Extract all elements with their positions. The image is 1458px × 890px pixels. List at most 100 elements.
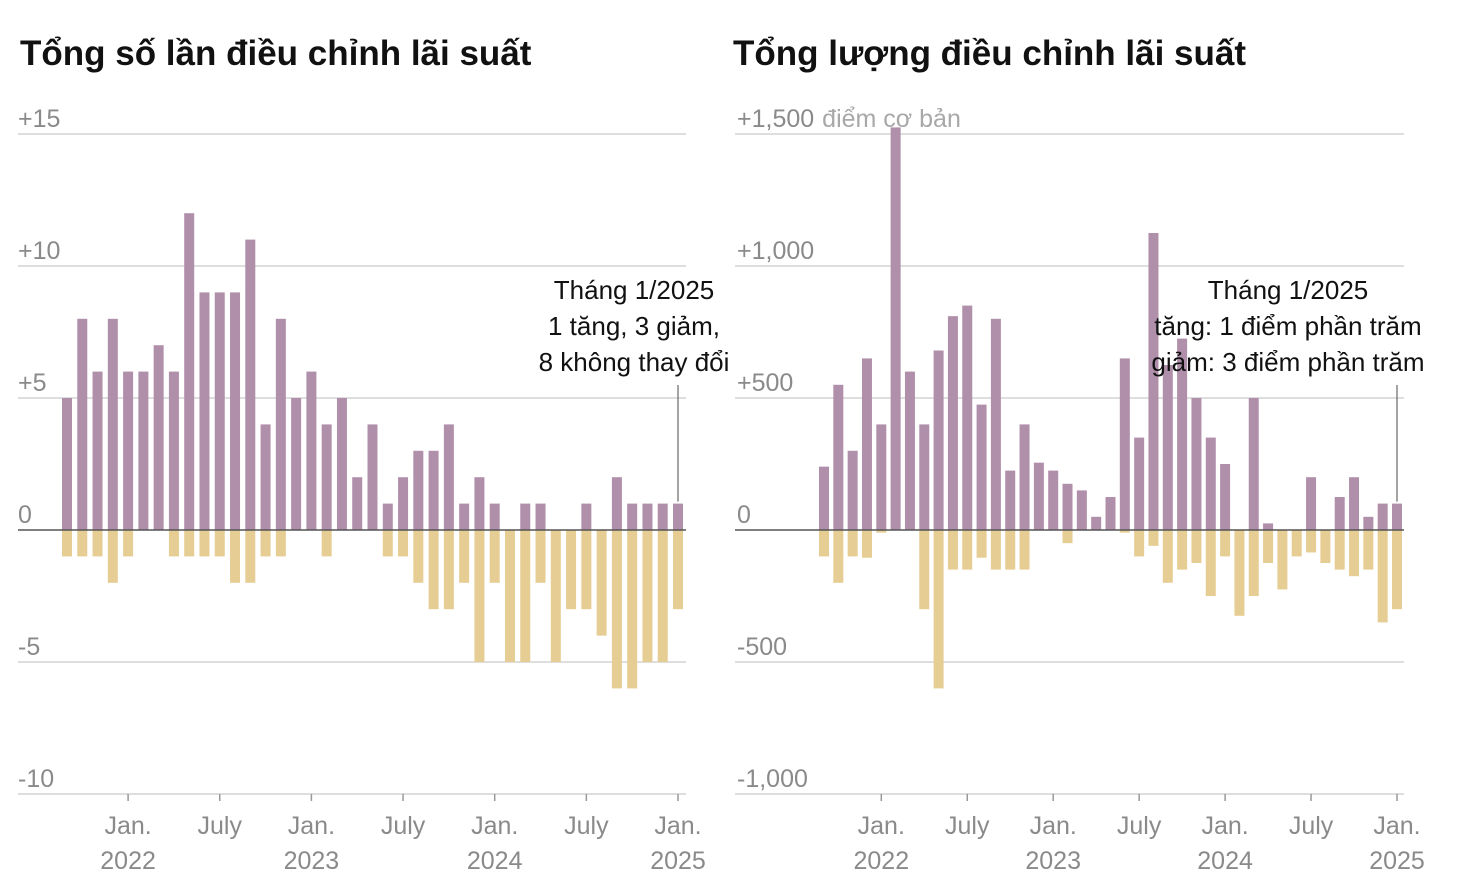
increase-bar	[214, 292, 225, 530]
decrease-bar	[520, 530, 531, 662]
y-tick-label: +1,500 điểm cơ bản	[737, 105, 961, 133]
x-tick-year: 2024	[467, 847, 523, 875]
decrease-bar	[489, 530, 500, 583]
left-chart-panel: +15 +10 +5 0 -5 -10 Jan. 2022 July Jan. 2023 July Ja…	[18, 105, 729, 875]
decrease-bar	[819, 530, 829, 557]
decrease-bar	[398, 530, 409, 557]
increase-bar	[398, 477, 409, 530]
increase-bar	[153, 345, 164, 530]
increase-bar	[876, 424, 887, 530]
left-chart-title: Tổng số lần điều chỉnh lãi suất	[20, 34, 532, 73]
decrease-bar	[1334, 530, 1345, 570]
decrease-bar	[1306, 530, 1317, 553]
increase-bar	[1306, 477, 1317, 530]
decrease-bar	[990, 530, 1001, 570]
decrease-bar	[184, 530, 195, 557]
increase-bar	[976, 404, 987, 530]
decrease-bar	[1220, 530, 1231, 557]
increase-bar	[1392, 503, 1402, 530]
decrease-bar	[62, 530, 72, 557]
decrease-bar	[627, 530, 638, 689]
right-chart-title: Tổng lượng điều chỉnh lãi suất	[733, 34, 1246, 73]
increase-bar	[382, 503, 393, 530]
y-tick-label: -5	[18, 633, 40, 661]
decrease-bar	[596, 530, 607, 636]
decrease-bar	[962, 530, 973, 570]
increase-bar	[1248, 398, 1259, 530]
decrease-bar	[933, 530, 944, 689]
annotation-text: tăng: 1 điểm phần trăm	[1154, 311, 1421, 341]
increase-bar	[1033, 462, 1044, 530]
decrease-bar	[1062, 530, 1073, 544]
increase-bar	[245, 239, 256, 530]
x-tick-label: July	[1117, 812, 1162, 840]
increase-bar	[890, 127, 901, 531]
decrease-bar	[1363, 530, 1374, 570]
decrease-bar	[947, 530, 958, 570]
increase-bar	[1363, 516, 1374, 530]
decrease-bar	[230, 530, 241, 583]
increase-bar	[1005, 470, 1016, 530]
decrease-bar	[1162, 530, 1173, 583]
decrease-bar	[833, 530, 844, 583]
decrease-bar	[535, 530, 546, 583]
decrease-bar	[1134, 530, 1145, 557]
increase-bar	[833, 384, 844, 530]
y-tick-label: -1,000	[737, 765, 808, 793]
increase-bar	[1377, 503, 1388, 530]
decrease-bar	[1392, 530, 1402, 610]
decrease-bar	[861, 530, 872, 558]
decrease-bar	[847, 530, 858, 557]
increase-bar	[642, 503, 653, 530]
increase-bar	[581, 503, 592, 530]
decrease-bar	[92, 530, 103, 557]
increase-bar	[1134, 437, 1145, 530]
increase-bar	[428, 450, 439, 530]
decrease-bar	[275, 530, 286, 557]
decrease-bar	[976, 530, 987, 558]
decrease-bar	[199, 530, 210, 557]
y-tick-label: +5	[18, 369, 47, 397]
increase-bar	[611, 477, 622, 530]
increase-bar	[260, 424, 271, 530]
decrease-bar	[214, 530, 225, 557]
y-tick-label: +1,000	[737, 237, 814, 265]
decrease-bar	[123, 530, 134, 557]
decrease-bar	[919, 530, 930, 610]
increase-bar	[291, 398, 302, 530]
increase-bar	[847, 450, 858, 530]
increase-bar	[62, 398, 72, 530]
decrease-bar	[168, 530, 179, 557]
decrease-bar	[474, 530, 485, 662]
decrease-bar	[1234, 530, 1245, 616]
increase-bar	[184, 213, 195, 530]
y-tick-label: -500	[737, 633, 787, 661]
increase-bar	[1148, 233, 1159, 530]
increase-bar	[275, 318, 286, 530]
decrease-bar	[1291, 530, 1302, 557]
annotation-text: giảm: 3 điểm phần trăm	[1151, 347, 1424, 377]
increase-bar	[520, 503, 531, 530]
decrease-bar	[428, 530, 439, 610]
increase-bar	[1019, 424, 1030, 530]
increase-bar	[627, 503, 638, 530]
decrease-bar	[413, 530, 424, 583]
x-tick-label: Jan.	[858, 812, 905, 840]
y-tick-label: 0	[737, 501, 751, 529]
increase-bar	[904, 371, 915, 530]
x-tick-label: July	[945, 812, 990, 840]
decrease-bar	[260, 530, 271, 557]
decrease-bar	[876, 530, 887, 533]
increase-bar	[123, 371, 134, 530]
x-tick-year: 2025	[1369, 847, 1425, 875]
x-tick-label: July	[198, 812, 243, 840]
decrease-bar	[77, 530, 88, 557]
x-tick-year: 2023	[284, 847, 340, 875]
x-tick-year: 2024	[1197, 847, 1253, 875]
increase-bar	[107, 318, 118, 530]
increase-bar	[1062, 483, 1073, 530]
increase-bar	[673, 503, 683, 530]
decrease-bar	[382, 530, 393, 557]
decrease-bar	[566, 530, 577, 610]
